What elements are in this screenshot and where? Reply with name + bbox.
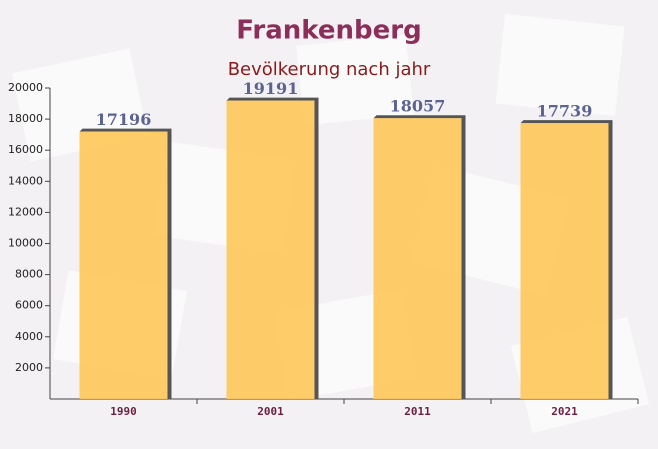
y-tick-label: 16000 [8, 143, 43, 156]
y-tick-label: 6000 [15, 299, 43, 312]
chart-title: Frankenberg [236, 16, 421, 46]
bar [79, 131, 168, 399]
chart-subtitle: Bevölkerung nach jahr [228, 59, 431, 80]
value-label: 18057 [390, 97, 446, 116]
value-label: 17196 [96, 110, 152, 129]
y-tick-label: 8000 [15, 268, 43, 281]
x-tick-label: 1990 [110, 405, 137, 418]
bar [226, 100, 315, 399]
y-tick-label: 18000 [8, 112, 43, 125]
y-tick-label: 12000 [8, 205, 43, 218]
x-tick-label: 2001 [257, 405, 284, 418]
y-tick-label: 10000 [8, 237, 43, 250]
bar [520, 123, 609, 400]
y-tick-label: 20000 [8, 81, 43, 94]
x-tick-label: 2021 [551, 405, 578, 418]
y-tick-label: 4000 [15, 330, 43, 343]
y-tick-label: 14000 [8, 174, 43, 187]
value-label: 17739 [537, 102, 593, 121]
x-tick-label: 2011 [404, 405, 431, 418]
value-label: 19191 [243, 79, 299, 98]
bar [373, 118, 462, 399]
y-tick-label: 2000 [15, 361, 43, 374]
